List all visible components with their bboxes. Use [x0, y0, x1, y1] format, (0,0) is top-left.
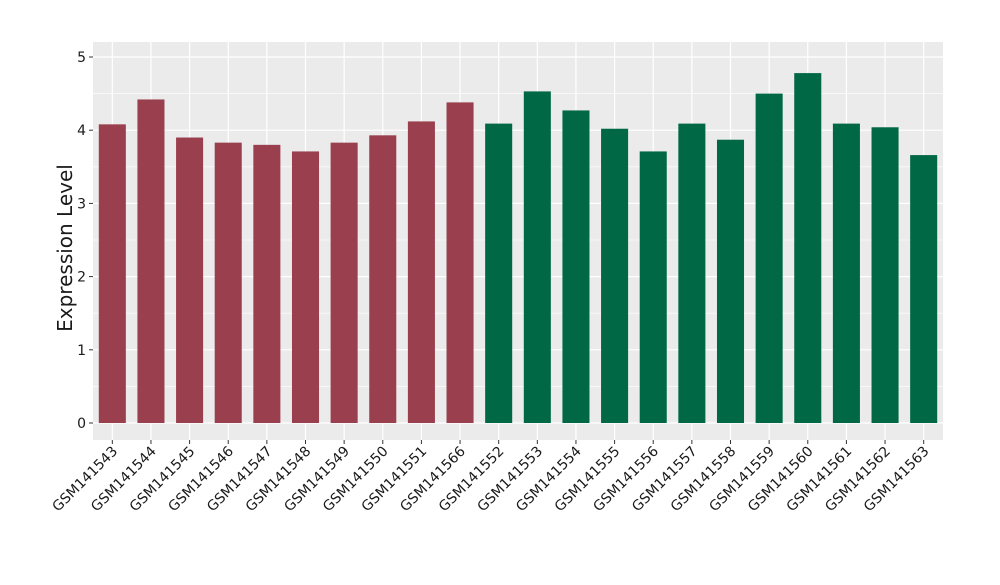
bar-GSM141560	[794, 73, 822, 423]
y-tick-label: 4	[77, 123, 86, 139]
bar-GSM141555	[601, 128, 629, 423]
bars	[98, 73, 938, 424]
bar-GSM141543	[98, 124, 126, 424]
bar-GSM141551	[407, 121, 435, 423]
bar-GSM141552	[485, 123, 513, 423]
bar-GSM141561	[832, 123, 860, 423]
bar-GSM141548	[291, 151, 320, 424]
y-axis: 0 1 2 3 4 5	[77, 50, 93, 432]
bar-GSM141557	[678, 123, 706, 423]
bar-GSM141546	[214, 142, 242, 424]
bar-GSM141549	[330, 142, 358, 424]
x-tick-label: GSM141543	[50, 444, 122, 516]
bar-GSM141562	[871, 127, 899, 423]
bar-GSM141554	[562, 110, 590, 423]
y-tick-label: 3	[77, 196, 86, 212]
y-axis-title: Expression Level	[53, 164, 77, 332]
bar-GSM141566	[446, 102, 474, 423]
bar-GSM141547	[253, 144, 281, 423]
bar-GSM141558	[716, 139, 745, 423]
bar-GSM141544	[137, 99, 165, 424]
x-axis: GSM141543GSM141544GSM141545GSM141546GSM1…	[50, 440, 933, 515]
bar-GSM141550	[369, 135, 397, 423]
bar-GSM141545	[176, 137, 204, 423]
bar-GSM141563	[910, 155, 938, 423]
bar-GSM141553	[523, 91, 551, 424]
y-tick-label: 2	[77, 270, 86, 286]
y-tick-label: 5	[77, 50, 86, 66]
bar-GSM141559	[755, 93, 783, 423]
y-tick-label: 0	[77, 416, 86, 432]
y-tick-label: 1	[77, 343, 86, 359]
bar-GSM141556	[639, 151, 667, 424]
